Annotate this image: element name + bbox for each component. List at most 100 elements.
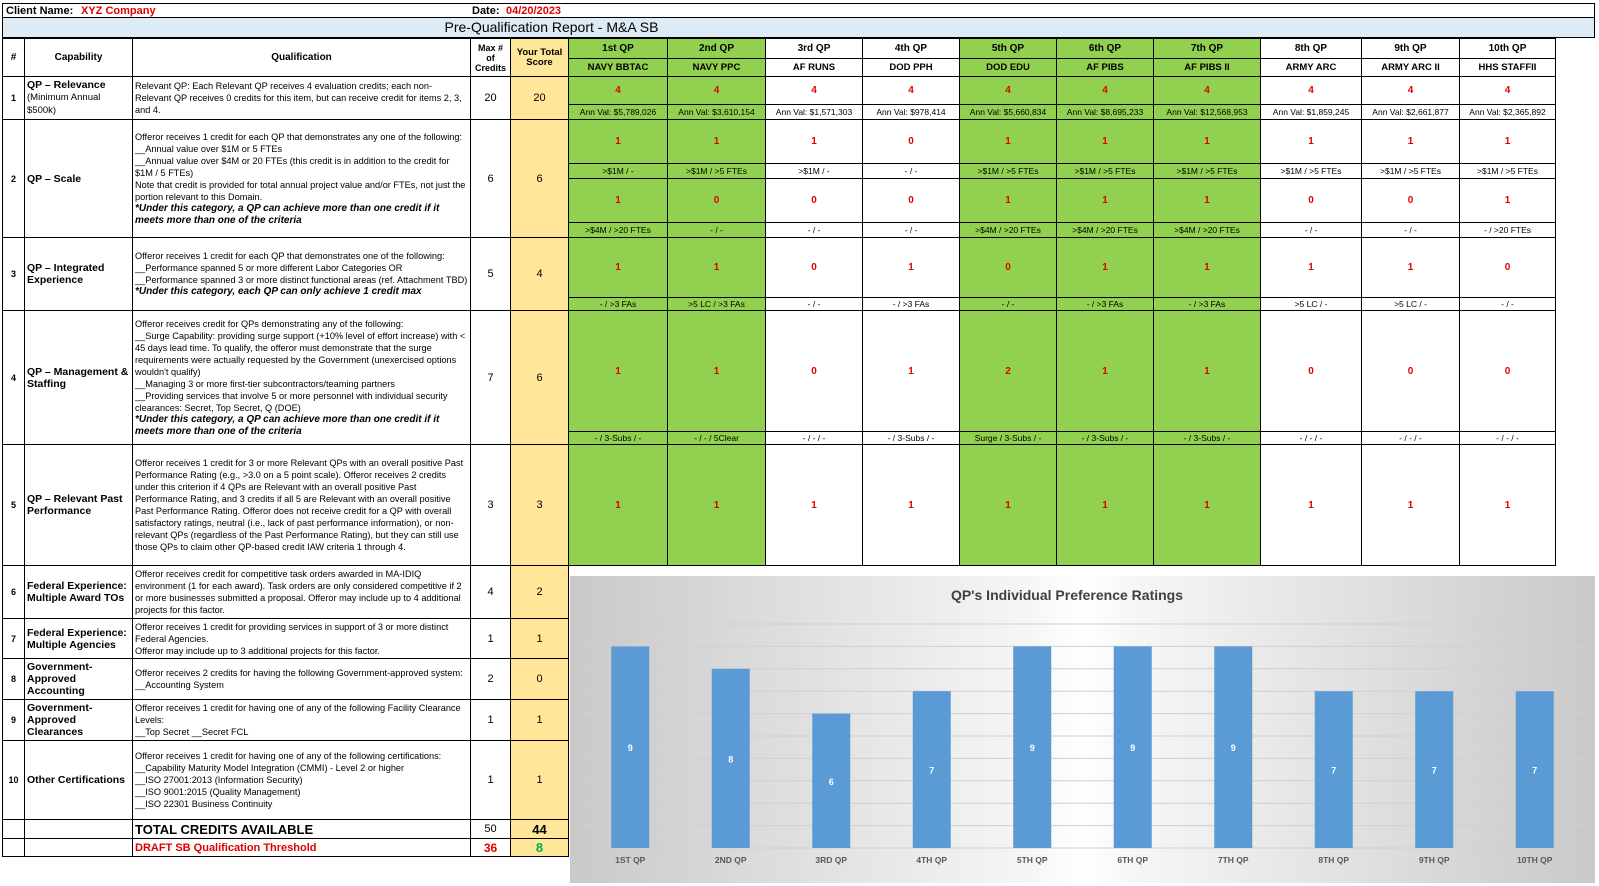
qp-detail-9[interactable]: >$1M / >5 FTEs xyxy=(1361,163,1460,179)
qp-name-6[interactable]: AF PIBS xyxy=(1056,58,1154,77)
qp-credit-1[interactable]: 1 xyxy=(568,444,668,566)
qp-credit-10[interactable]: 0 xyxy=(1459,310,1556,432)
qp-detail-8[interactable]: >5 LC / - xyxy=(1260,297,1362,311)
qp-credit-5[interactable]: 1 xyxy=(959,444,1057,566)
qp-credit-2-5[interactable]: 1 xyxy=(959,178,1057,223)
qp-detail-2-3[interactable]: - / - xyxy=(765,222,863,238)
qp-name-3[interactable]: AF RUNS xyxy=(765,58,863,77)
qp-credit-8[interactable]: 1 xyxy=(1260,119,1362,164)
qp-name-2[interactable]: NAVY PPC xyxy=(667,58,766,77)
total-score[interactable]: 20 xyxy=(510,76,569,120)
qp-name-8[interactable]: ARMY ARC xyxy=(1260,58,1362,77)
qp-credit-5[interactable]: 0 xyxy=(959,237,1057,298)
qp-credit-2-6[interactable]: 1 xyxy=(1056,178,1154,223)
qp-credit-4[interactable]: 1 xyxy=(862,237,960,298)
qp-detail-8[interactable]: - / - / - xyxy=(1260,431,1362,445)
qp-credit-6[interactable]: 1 xyxy=(1056,119,1154,164)
qp-credit-9[interactable]: 0 xyxy=(1361,310,1460,432)
qp-name-7[interactable]: AF PIBS II xyxy=(1153,58,1261,77)
qp-detail-2-10[interactable]: - / >20 FTEs xyxy=(1459,222,1556,238)
qp-credit-1[interactable]: 1 xyxy=(568,119,668,164)
qp-credit-10[interactable]: 4 xyxy=(1459,76,1556,105)
qp-detail-7[interactable]: - / >3 FAs xyxy=(1153,297,1261,311)
qp-credit-2-1[interactable]: 1 xyxy=(568,178,668,223)
qp-credit-9[interactable]: 4 xyxy=(1361,76,1460,105)
qp-credit-9[interactable]: 1 xyxy=(1361,119,1460,164)
qp-credit-2-7[interactable]: 1 xyxy=(1153,178,1261,223)
qp-detail-4[interactable]: - / >3 FAs xyxy=(862,297,960,311)
qp-credit-7[interactable]: 1 xyxy=(1153,310,1261,432)
qp-credit-5[interactable]: 1 xyxy=(959,119,1057,164)
qp-credit-3[interactable]: 1 xyxy=(765,444,863,566)
qp-credit-1[interactable]: 4 xyxy=(568,76,668,105)
qp-credit-2-8[interactable]: 0 xyxy=(1260,178,1362,223)
qp-name-1[interactable]: NAVY BBTAC xyxy=(568,58,668,77)
qp-credit-2[interactable]: 1 xyxy=(667,119,766,164)
qp-credit-3[interactable]: 0 xyxy=(765,237,863,298)
qp-detail-9[interactable]: Ann Val: $2,661,877 xyxy=(1361,104,1460,120)
qp-detail-2-6[interactable]: >$4M / >20 FTEs xyxy=(1056,222,1154,238)
qp-credit-7[interactable]: 1 xyxy=(1153,444,1261,566)
qp-detail-2[interactable]: >$1M / >5 FTEs xyxy=(667,163,766,179)
qp-detail-10[interactable]: - / - xyxy=(1459,297,1556,311)
qp-detail-2-7[interactable]: >$4M / >20 FTEs xyxy=(1153,222,1261,238)
total-score[interactable]: 6 xyxy=(510,119,569,238)
qp-name-5[interactable]: DOD EDU xyxy=(959,58,1057,77)
total-score[interactable]: 3 xyxy=(510,444,569,566)
qp-credit-3[interactable]: 4 xyxy=(765,76,863,105)
qp-credit-10[interactable]: 0 xyxy=(1459,237,1556,298)
qp-detail-4[interactable]: Ann Val: $978,414 xyxy=(862,104,960,120)
qp-credit-4[interactable]: 0 xyxy=(862,119,960,164)
qp-detail-7[interactable]: Ann Val: $12,568,953 xyxy=(1153,104,1261,120)
qp-credit-4[interactable]: 4 xyxy=(862,76,960,105)
qp-credit-8[interactable]: 0 xyxy=(1260,310,1362,432)
qp-credit-1[interactable]: 1 xyxy=(568,237,668,298)
qp-detail-1[interactable]: - / >3 FAs xyxy=(568,297,668,311)
qp-credit-6[interactable]: 1 xyxy=(1056,444,1154,566)
qp-detail-3[interactable]: Ann Val: $1,571,303 xyxy=(765,104,863,120)
qp-credit-2[interactable]: 1 xyxy=(667,444,766,566)
total-score[interactable]: 1 xyxy=(510,740,569,820)
qp-credit-6[interactable]: 4 xyxy=(1056,76,1154,105)
qp-name-4[interactable]: DOD PPH xyxy=(862,58,960,77)
qp-detail-10[interactable]: >$1M / >5 FTEs xyxy=(1459,163,1556,179)
qp-detail-2[interactable]: - / - / 5Clear xyxy=(667,431,766,445)
qp-detail-4[interactable]: - / - xyxy=(862,163,960,179)
qp-detail-5[interactable]: - / - xyxy=(959,297,1057,311)
qp-credit-8[interactable]: 1 xyxy=(1260,237,1362,298)
total-score[interactable]: 1 xyxy=(510,618,569,659)
qp-credit-5[interactable]: 2 xyxy=(959,310,1057,432)
qp-detail-10[interactable]: - / - / - xyxy=(1459,431,1556,445)
qp-credit-4[interactable]: 1 xyxy=(862,310,960,432)
qp-detail-3[interactable]: >$1M / - xyxy=(765,163,863,179)
qp-credit-2[interactable]: 4 xyxy=(667,76,766,105)
qp-name-9[interactable]: ARMY ARC II xyxy=(1361,58,1460,77)
total-score[interactable]: 4 xyxy=(510,237,569,311)
qp-detail-1[interactable]: >$1M / - xyxy=(568,163,668,179)
qp-credit-2-2[interactable]: 0 xyxy=(667,178,766,223)
qp-credit-8[interactable]: 1 xyxy=(1260,444,1362,566)
qp-detail-2-1[interactable]: >$4M / >20 FTEs xyxy=(568,222,668,238)
qp-credit-8[interactable]: 4 xyxy=(1260,76,1362,105)
qp-credit-10[interactable]: 1 xyxy=(1459,444,1556,566)
qp-credit-5[interactable]: 4 xyxy=(959,76,1057,105)
qp-detail-2-4[interactable]: - / - xyxy=(862,222,960,238)
qp-detail-7[interactable]: >$1M / >5 FTEs xyxy=(1153,163,1261,179)
qp-credit-6[interactable]: 1 xyxy=(1056,237,1154,298)
qp-detail-2-8[interactable]: - / - xyxy=(1260,222,1362,238)
qp-detail-1[interactable]: Ann Val: $5,789,026 xyxy=(568,104,668,120)
qp-detail-3[interactable]: - / - / - xyxy=(765,431,863,445)
qp-detail-2-2[interactable]: - / - xyxy=(667,222,766,238)
qp-detail-1[interactable]: - / 3-Subs / - xyxy=(568,431,668,445)
qp-credit-9[interactable]: 1 xyxy=(1361,237,1460,298)
qp-detail-6[interactable]: >$1M / >5 FTEs xyxy=(1056,163,1154,179)
qp-detail-5[interactable]: >$1M / >5 FTEs xyxy=(959,163,1057,179)
qp-detail-2-9[interactable]: - / - xyxy=(1361,222,1460,238)
qp-credit-2-10[interactable]: 1 xyxy=(1459,178,1556,223)
qp-credit-7[interactable]: 4 xyxy=(1153,76,1261,105)
client-name[interactable]: XYZ Company xyxy=(81,5,156,17)
qp-credit-2-9[interactable]: 0 xyxy=(1361,178,1460,223)
qp-detail-10[interactable]: Ann Val: $2,365,892 xyxy=(1459,104,1556,120)
qp-detail-5[interactable]: Ann Val: $5,660,834 xyxy=(959,104,1057,120)
qp-credit-3[interactable]: 1 xyxy=(765,119,863,164)
